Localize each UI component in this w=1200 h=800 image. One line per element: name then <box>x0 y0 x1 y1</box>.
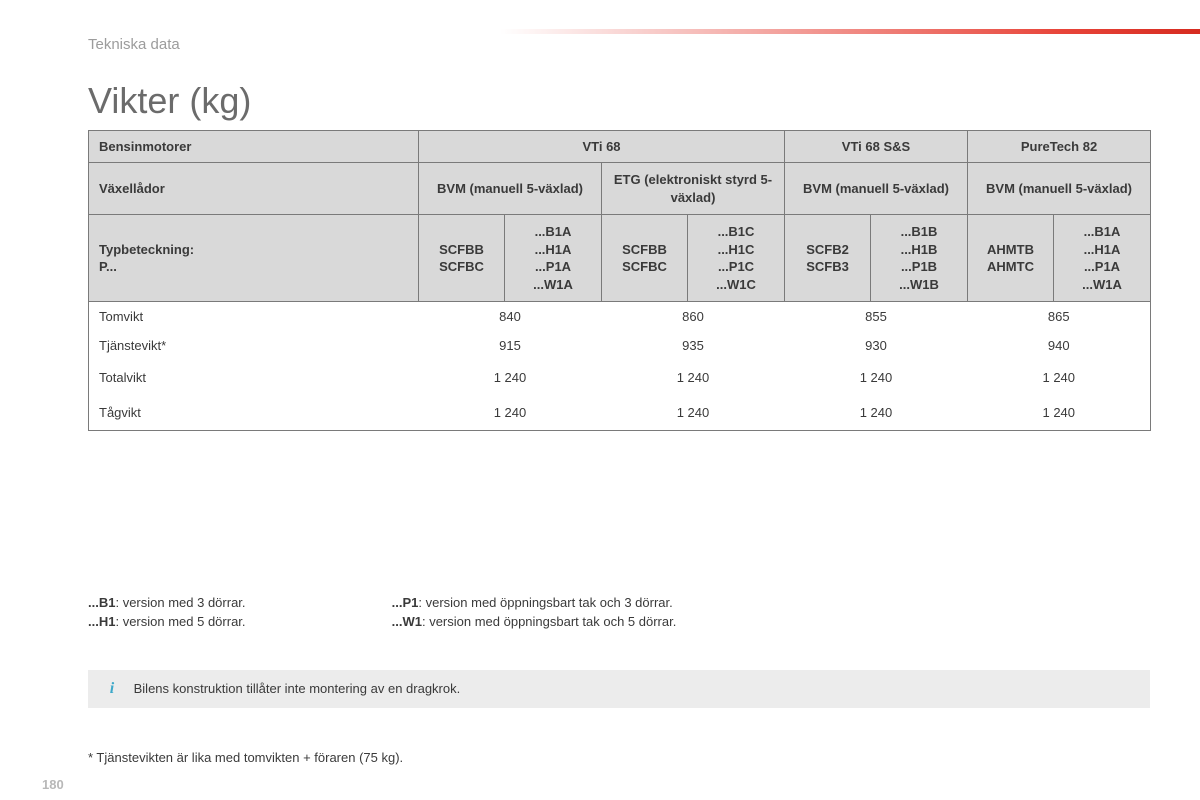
legend-item: ...B1: version med 3 dörrar. <box>88 595 388 610</box>
table-row: Totalvikt 1 240 1 240 1 240 1 240 <box>89 360 1151 395</box>
row-label: Tomvikt <box>89 302 419 332</box>
cell: 1 240 <box>419 360 602 395</box>
cell: 1 240 <box>968 360 1151 395</box>
typecode-label-l1: Typbeteckning: <box>99 242 194 257</box>
gearbox-row: Växellådor BVM (manuell 5-växlad) ETG (e… <box>89 163 1151 215</box>
cell: 940 <box>968 331 1151 360</box>
cell: 1 240 <box>602 395 785 431</box>
typecode-row: Typbeteckning: P... SCFBBSCFBC ...B1A...… <box>89 215 1151 302</box>
engine-row: Bensinmotorer VTi 68 VTi 68 S&S PureTech… <box>89 131 1151 163</box>
cell: 865 <box>968 302 1151 332</box>
footnote: * Tjänstevikten är lika med tomvikten + … <box>88 750 403 765</box>
row-label: Tågvikt <box>89 395 419 431</box>
info-box: i Bilens konstruktion tillåter inte mont… <box>88 670 1150 708</box>
gearbox-1: ETG (elektroniskt styrd 5-växlad) <box>602 163 785 215</box>
cell: 1 240 <box>785 395 968 431</box>
gearbox-3: BVM (manuell 5-växlad) <box>968 163 1151 215</box>
cell: 855 <box>785 302 968 332</box>
info-icon: i <box>102 680 122 698</box>
info-text: Bilens konstruktion tillåter inte monter… <box>134 681 461 696</box>
row-label: Totalvikt <box>89 360 419 395</box>
tc-1a: SCFBBSCFBC <box>602 215 688 302</box>
gearbox-2: BVM (manuell 5-växlad) <box>785 163 968 215</box>
cell: 1 240 <box>602 360 785 395</box>
cell: 1 240 <box>419 395 602 431</box>
cell: 930 <box>785 331 968 360</box>
legend-item: ...H1: version med 5 dörrar. <box>88 614 388 629</box>
table-row: Tomvikt 840 860 855 865 <box>89 302 1151 332</box>
tc-0a: SCFBBSCFBC <box>419 215 505 302</box>
cell: 840 <box>419 302 602 332</box>
gearbox-0: BVM (manuell 5-växlad) <box>419 163 602 215</box>
tc-3a: AHMTBAHMTC <box>968 215 1054 302</box>
cell: 935 <box>602 331 785 360</box>
tc-2a: SCFB2SCFB3 <box>785 215 871 302</box>
table-row: Tjänstevikt* 915 935 930 940 <box>89 331 1151 360</box>
weights-table: Bensinmotorer VTi 68 VTi 68 S&S PureTech… <box>88 130 1151 431</box>
tc-1b: ...B1C...H1C...P1C...W1C <box>688 215 785 302</box>
table-row: Tågvikt 1 240 1 240 1 240 1 240 <box>89 395 1151 431</box>
typecode-label: Typbeteckning: P... <box>89 215 419 302</box>
cell: 860 <box>602 302 785 332</box>
legend-item: ...P1: version med öppningsbart tak och … <box>392 595 677 610</box>
engines-label: Bensinmotorer <box>89 131 419 163</box>
cell: 1 240 <box>968 395 1151 431</box>
gearbox-label: Växellådor <box>89 163 419 215</box>
tc-3b: ...B1A...H1A...P1A...W1A <box>1054 215 1151 302</box>
tc-2b: ...B1B...H1B...P1B...W1B <box>871 215 968 302</box>
page-number: 180 <box>42 777 64 792</box>
typecode-label-l2: P... <box>99 259 117 274</box>
legend: ...B1: version med 3 dörrar. ...H1: vers… <box>88 595 676 633</box>
legend-item: ...W1: version med öppningsbart tak och … <box>392 614 677 629</box>
page-title: Vikter (kg) <box>88 80 251 122</box>
section-label: Tekniska data <box>88 36 180 53</box>
tc-0b: ...B1A...H1A...P1A...W1A <box>505 215 602 302</box>
header-gradient-bar <box>500 29 1200 34</box>
cell: 915 <box>419 331 602 360</box>
engine-col-0: VTi 68 <box>419 131 785 163</box>
engine-col-1: VTi 68 S&S <box>785 131 968 163</box>
engine-col-2: PureTech 82 <box>968 131 1151 163</box>
cell: 1 240 <box>785 360 968 395</box>
row-label: Tjänstevikt* <box>89 331 419 360</box>
